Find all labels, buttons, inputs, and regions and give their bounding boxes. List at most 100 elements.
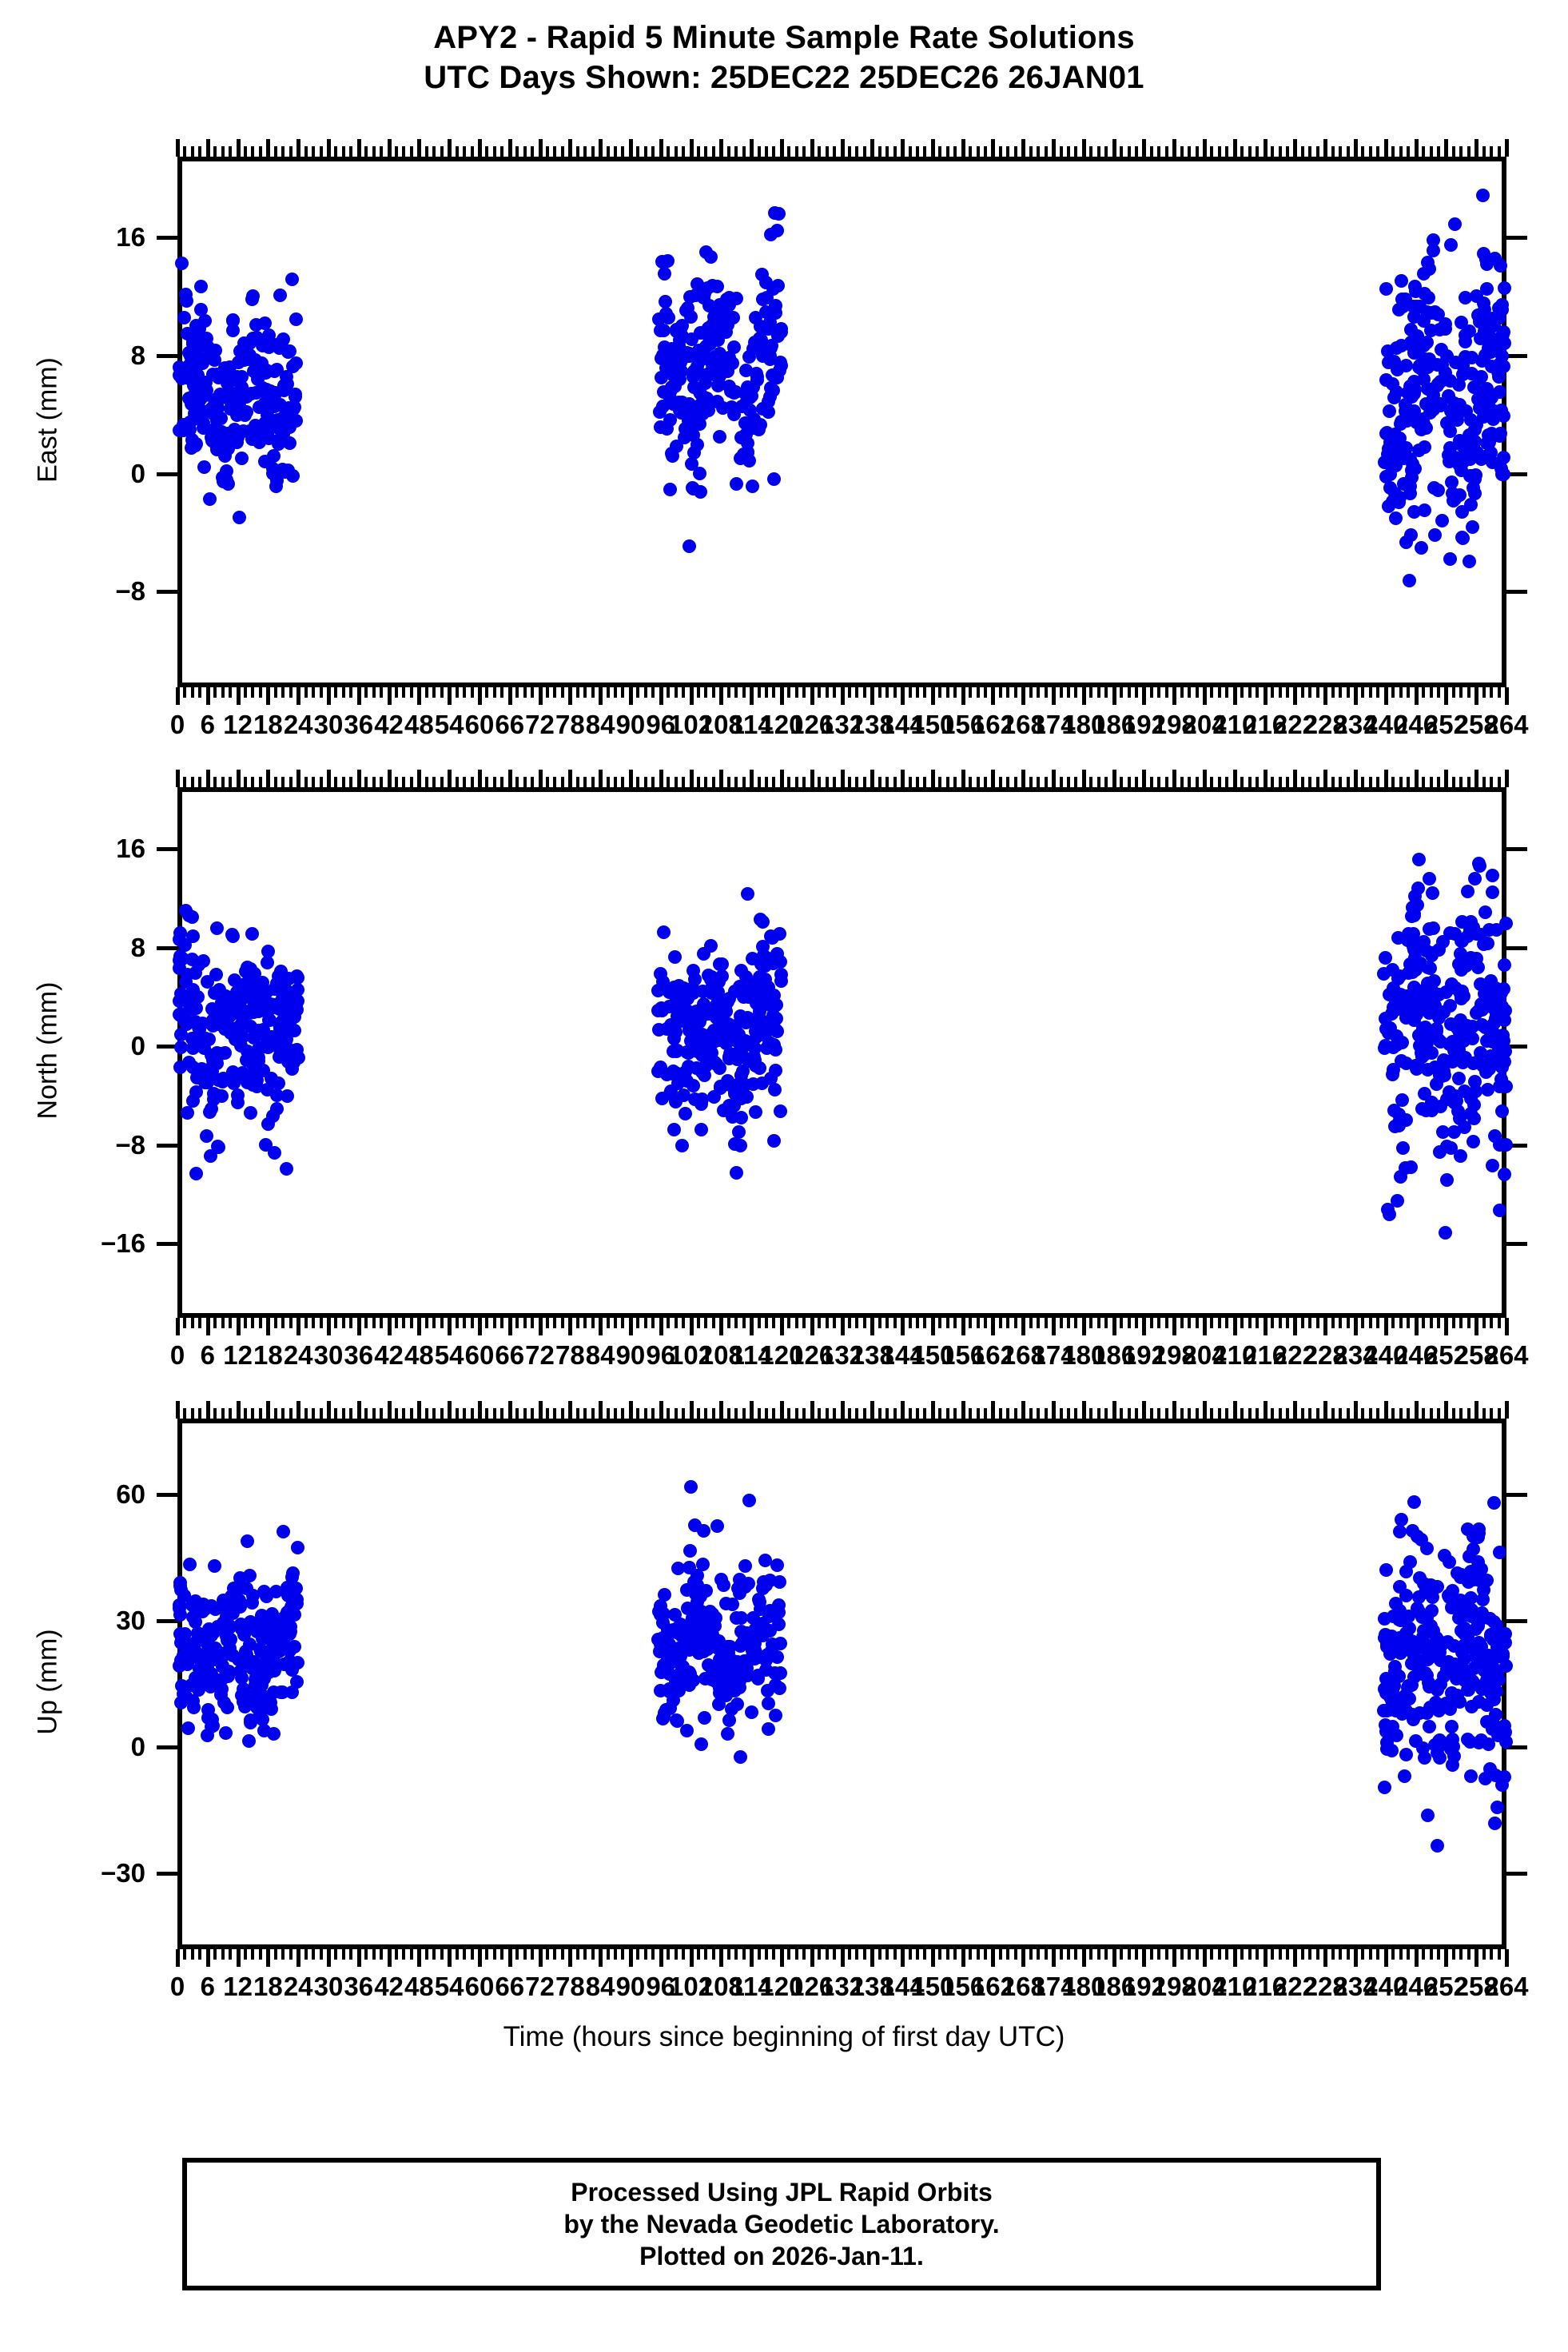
x-tick-minor [1422,1949,1426,1960]
x-tick-minor [915,1408,919,1419]
data-point [1453,1111,1467,1125]
data-point [1467,1661,1482,1675]
x-tick-minor [244,777,248,787]
x-tick-minor [319,1408,323,1419]
x-tick-major [326,770,331,787]
x-tick-minor [833,1408,837,1419]
x-tick-major [991,687,996,705]
data-point [1402,574,1416,588]
x-tick-minor [500,146,504,157]
x-tick-major [1263,1318,1268,1335]
data-point [210,400,225,415]
x-tick-minor [1066,1949,1070,1960]
data-point [748,311,762,325]
x-tick-major [1172,770,1177,787]
data-point [687,445,702,460]
data-point [1489,1011,1503,1025]
x-tick-minor [1240,1949,1244,1960]
x-tick-major [659,770,663,787]
x-tick-label: 24 [283,1340,313,1370]
x-tick-minor [1013,1408,1017,1419]
data-point [658,295,672,309]
data-point [193,280,208,294]
x-tick-major [1021,139,1026,157]
data-point [276,1525,290,1539]
data-point [1382,1702,1396,1717]
x-tick-minor [1399,777,1403,787]
x-tick-minor [1467,687,1470,698]
y-axis-title-east: East (mm) [32,357,63,483]
x-tick-minor [667,687,671,698]
x-tick-minor [281,1949,285,1960]
y-tick-mark [157,1872,177,1876]
data-point [1492,429,1506,444]
x-tick-label: 36 [344,710,374,739]
data-point [174,256,189,270]
x-tick-minor [1135,687,1138,698]
x-tick-minor [553,1318,557,1328]
data-point [1417,1623,1431,1638]
x-tick-minor [998,146,1002,157]
data-point [657,267,671,281]
data-point [202,1032,217,1046]
x-tick-minor [1149,1949,1153,1960]
data-point [213,370,227,384]
x-tick-minor [621,1949,625,1960]
y-tick-mark [157,1745,177,1750]
x-tick-minor [651,777,655,787]
data-point [1454,986,1468,1001]
x-tick-minor [432,687,436,698]
x-tick-label: 0 [169,1340,185,1370]
x-tick-minor [1120,777,1124,787]
x-tick-minor [1315,777,1319,787]
x-tick-major [1263,1401,1268,1419]
x-tick-minor [455,687,459,698]
x-tick-minor [1059,687,1063,698]
x-tick-major [1263,770,1268,787]
x-tick-minor [183,146,187,157]
x-tick-minor [696,1949,700,1960]
x-tick-minor [1429,146,1433,157]
x-tick-major [387,1401,392,1419]
x-tick-minor [545,1949,549,1960]
figure-title: APY2 - Rapid 5 Minute Sample Rate Soluti… [433,20,1135,55]
x-tick-minor [1278,1949,1282,1960]
x-tick-minor [667,1318,671,1328]
x-tick-minor [953,777,957,787]
x-tick-minor [1180,687,1184,698]
x-tick-minor [1422,777,1426,787]
y-tick-mark [1506,1618,1527,1623]
x-tick-major [568,139,573,157]
x-tick-minor [409,777,413,787]
x-tick-minor [1339,146,1343,157]
x-tick-minor [470,1949,474,1960]
data-point [273,996,287,1010]
x-tick-major [1354,1318,1359,1335]
x-tick-minor [251,1318,255,1328]
data-point [1448,491,1463,506]
x-tick-minor [583,1408,587,1419]
x-tick-major [1081,1318,1086,1335]
x-tick-major [1354,1401,1359,1419]
x-tick-minor [915,1318,919,1328]
x-tick-minor [1482,777,1486,787]
x-tick-minor [606,1408,610,1419]
x-tick-major [1474,687,1479,705]
x-tick-minor [304,1318,308,1328]
x-tick-minor [998,1949,1002,1960]
x-tick-label: 228 [1303,710,1347,739]
x-tick-minor [1210,146,1214,157]
y-tick-mark [157,472,177,476]
data-point [215,1088,229,1103]
x-tick-minor [470,146,474,157]
x-tick-major [1263,687,1268,705]
x-tick-label: 30 [313,1972,344,2001]
x-tick-label: 66 [495,1340,525,1370]
x-tick-major [1172,139,1177,157]
data-point [756,1574,770,1589]
x-tick-minor [1308,1408,1312,1419]
x-tick-major [477,1949,482,1967]
x-tick-minor [334,1408,338,1419]
x-tick-label: 96 [646,710,676,739]
data-point [273,341,287,356]
